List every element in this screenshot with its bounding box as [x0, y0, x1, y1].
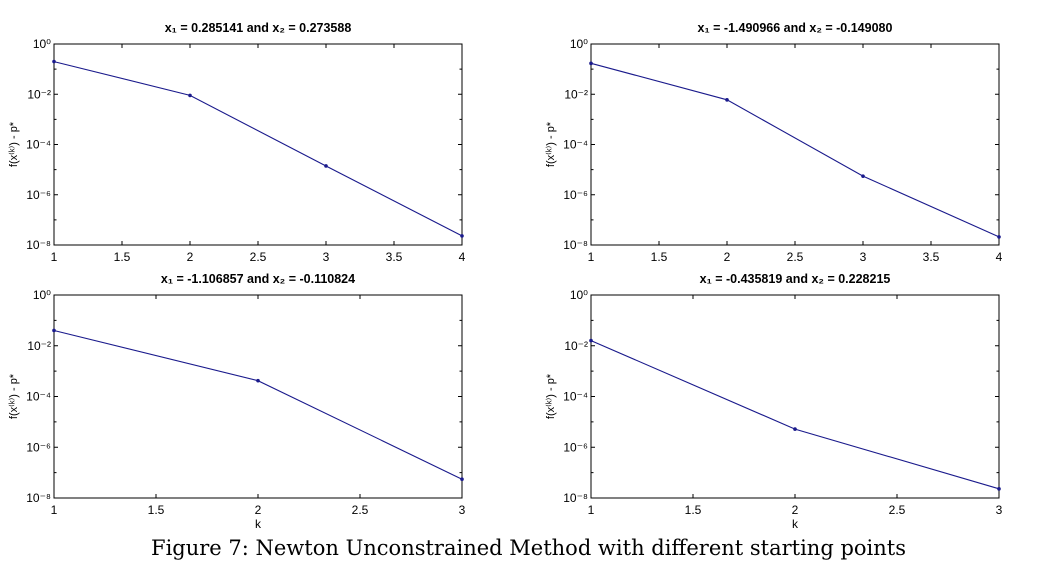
x-axis-label: k [255, 517, 262, 530]
plot-area [590, 294, 1000, 499]
x-tick-label: 1 [51, 250, 58, 264]
x-tick-label: 2 [255, 503, 262, 517]
x-tick-label: 1.5 [114, 250, 131, 264]
figure-canvas: x₁ = 0.285141 and x₂ = 0.273588 1 1.5 2 2.5 3… [8, 21, 1003, 530]
data-point [997, 235, 1001, 239]
chart-title: x₁ = -1.106857 and x₂ = -0.110824 [161, 272, 355, 286]
data-point [997, 487, 1001, 491]
y-tick-label: 10⁻⁸ [26, 238, 51, 252]
x-tick-label: 2.5 [250, 250, 267, 264]
y-tick-label: 10⁻⁴ [26, 390, 51, 404]
y-tick-label: 10⁻² [27, 339, 51, 353]
x-tick-label: 4 [459, 250, 466, 264]
y-axis-label: f(x⁽ᵏ⁾) - p* [8, 373, 20, 419]
x-tick-label: 3 [459, 503, 466, 517]
data-point [589, 338, 593, 343]
y-tick-label: 10⁻⁴ [563, 138, 588, 152]
series-line [53, 61, 463, 237]
x-axis-label: k [792, 517, 799, 530]
y-tick-label: 10⁻⁴ [26, 138, 51, 152]
x-tick-label: 1.5 [685, 503, 702, 517]
y-tick-label: 10⁰ [33, 37, 51, 51]
data-point [861, 174, 865, 178]
plot-area [590, 43, 1000, 246]
x-tick-label: 3 [860, 250, 867, 264]
x-tick-label: 3.5 [386, 250, 403, 264]
data-point [52, 59, 56, 64]
y-tick-label: 10⁰ [33, 288, 51, 302]
x-tick-label: 3 [323, 250, 330, 264]
y-tick-label: 10⁻² [27, 87, 51, 101]
data-point [256, 378, 260, 383]
x-tick-label: 1.5 [148, 503, 165, 517]
data-point [725, 98, 729, 102]
y-axis-label: f(x⁽ᵏ⁾) - p* [545, 121, 557, 167]
x-tick-label: 2 [792, 503, 799, 517]
chart-title: x₁ = 0.285141 and x₂ = 0.273588 [165, 21, 352, 35]
chart-panel-2: x₁ = -1.490966 and x₂ = -0.149080 1 1.5 2 2.… [545, 21, 1003, 264]
y-tick-label: 10⁻² [564, 87, 588, 101]
y-axis-label: f(x⁽ᵏ⁾) - p* [545, 373, 557, 419]
x-tick-label: 2 [724, 250, 731, 264]
data-point [460, 477, 464, 482]
y-tick-label: 10⁻² [564, 339, 588, 353]
y-tick-label: 10⁻⁶ [26, 188, 51, 202]
y-tick-label: 10⁻⁶ [563, 188, 588, 202]
chart-title: x₁ = -1.490966 and x₂ = -0.149080 [698, 21, 893, 35]
y-tick-label: 10⁻⁸ [26, 491, 51, 505]
chart-panel-4: x₁ = -0.435819 and x₂ = 0.228215 1 1.5 2 2.5… [545, 272, 1003, 530]
y-tick-label: 10⁻⁴ [563, 390, 588, 404]
x-tick-label: 1 [588, 503, 595, 517]
data-point [188, 93, 192, 98]
y-tick-label: 10⁻⁶ [563, 440, 588, 454]
y-tick-label: 10⁻⁶ [26, 440, 51, 454]
figure-caption: Figure 7: Newton Unconstrained Method wi… [151, 536, 906, 560]
x-tick-label: 1 [588, 250, 595, 264]
y-tick-label: 10⁻⁸ [563, 238, 588, 252]
x-tick-label: 2.5 [889, 503, 906, 517]
data-point [589, 61, 593, 66]
data-point [52, 328, 56, 333]
y-tick-label: 10⁻⁸ [563, 491, 588, 505]
chart-panel-3: x₁ = -1.106857 and x₂ = -0.110824 1 1.5 2 2.… [8, 272, 466, 530]
x-tick-label: 1 [51, 503, 58, 517]
chart-title: x₁ = -0.435819 and x₂ = 0.228215 [700, 272, 891, 286]
data-point [460, 234, 464, 238]
y-tick-label: 10⁰ [570, 288, 588, 302]
y-tick-label: 10⁰ [570, 37, 588, 51]
x-tick-label: 2 [187, 250, 194, 264]
x-tick-label: 2.5 [352, 503, 369, 517]
data-point [324, 164, 328, 168]
plot-area [53, 294, 463, 499]
x-tick-label: 3 [996, 503, 1003, 517]
plot-area [53, 43, 463, 246]
x-tick-label: 3.5 [923, 250, 940, 264]
x-tick-label: 1.5 [651, 250, 668, 264]
series-line [590, 62, 1000, 238]
x-tick-label: 4 [996, 250, 1003, 264]
data-point [793, 427, 797, 431]
y-axis-label: f(x⁽ᵏ⁾) - p* [8, 121, 20, 167]
x-tick-label: 2.5 [787, 250, 804, 264]
chart-panel-1: x₁ = 0.285141 and x₂ = 0.273588 1 1.5 2 2.5 3… [8, 21, 466, 264]
